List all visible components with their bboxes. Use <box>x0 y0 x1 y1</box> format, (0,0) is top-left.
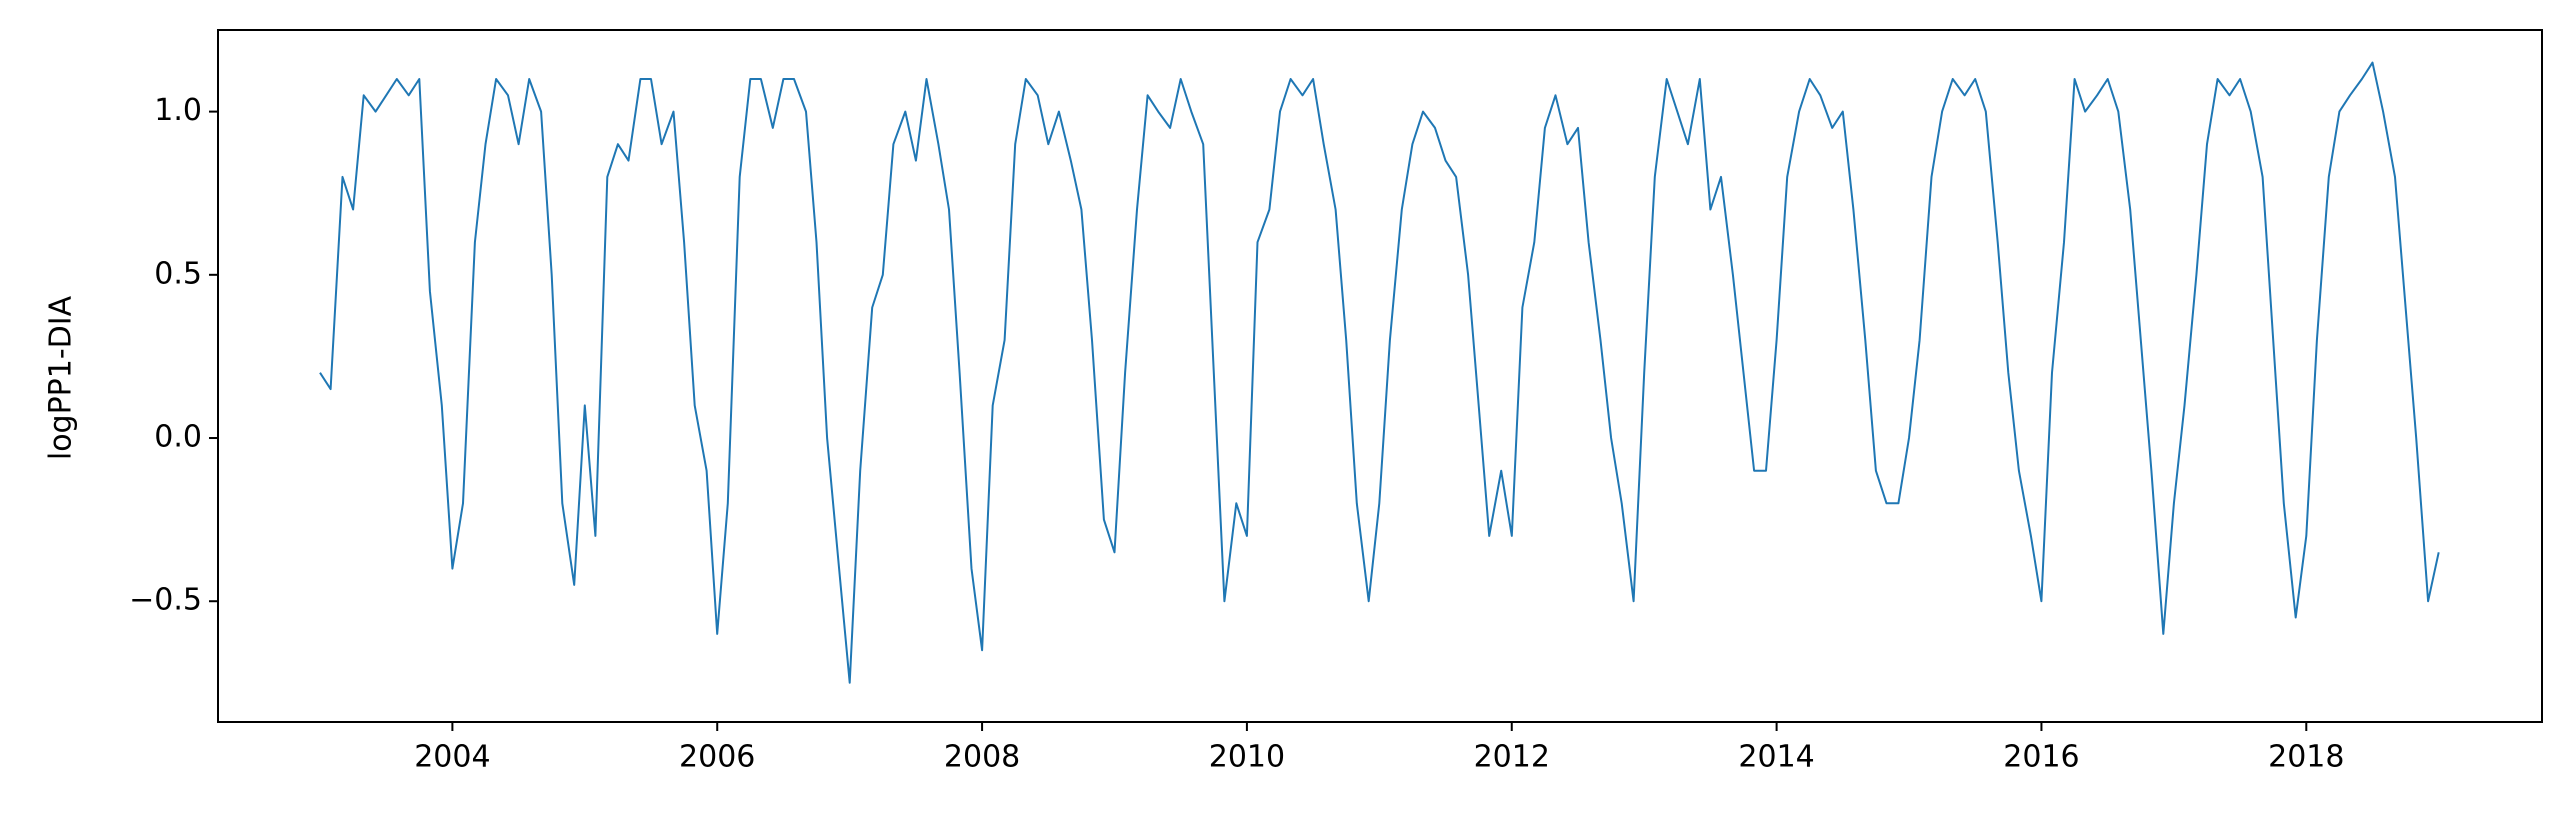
plot-frame <box>217 29 2543 723</box>
x-tick-label: 2008 <box>944 740 1020 775</box>
y-tick-label: −0.5 <box>129 583 202 618</box>
y-tick-label: 0.5 <box>154 256 202 291</box>
x-tick-label: 2010 <box>1209 740 1285 775</box>
x-tick-label: 2004 <box>414 740 490 775</box>
x-tick-label: 2014 <box>1738 740 1814 775</box>
y-tick-label: 1.0 <box>154 93 202 128</box>
x-tick-label: 2006 <box>679 740 755 775</box>
y-tick-label: 0.0 <box>154 420 202 455</box>
y-axis-label: logPP1-DIA <box>44 295 79 460</box>
x-tick-label: 2012 <box>1474 740 1550 775</box>
x-tick-label: 2016 <box>2003 740 2079 775</box>
x-tick-label: 2018 <box>2268 740 2344 775</box>
data-line <box>319 61 2440 684</box>
